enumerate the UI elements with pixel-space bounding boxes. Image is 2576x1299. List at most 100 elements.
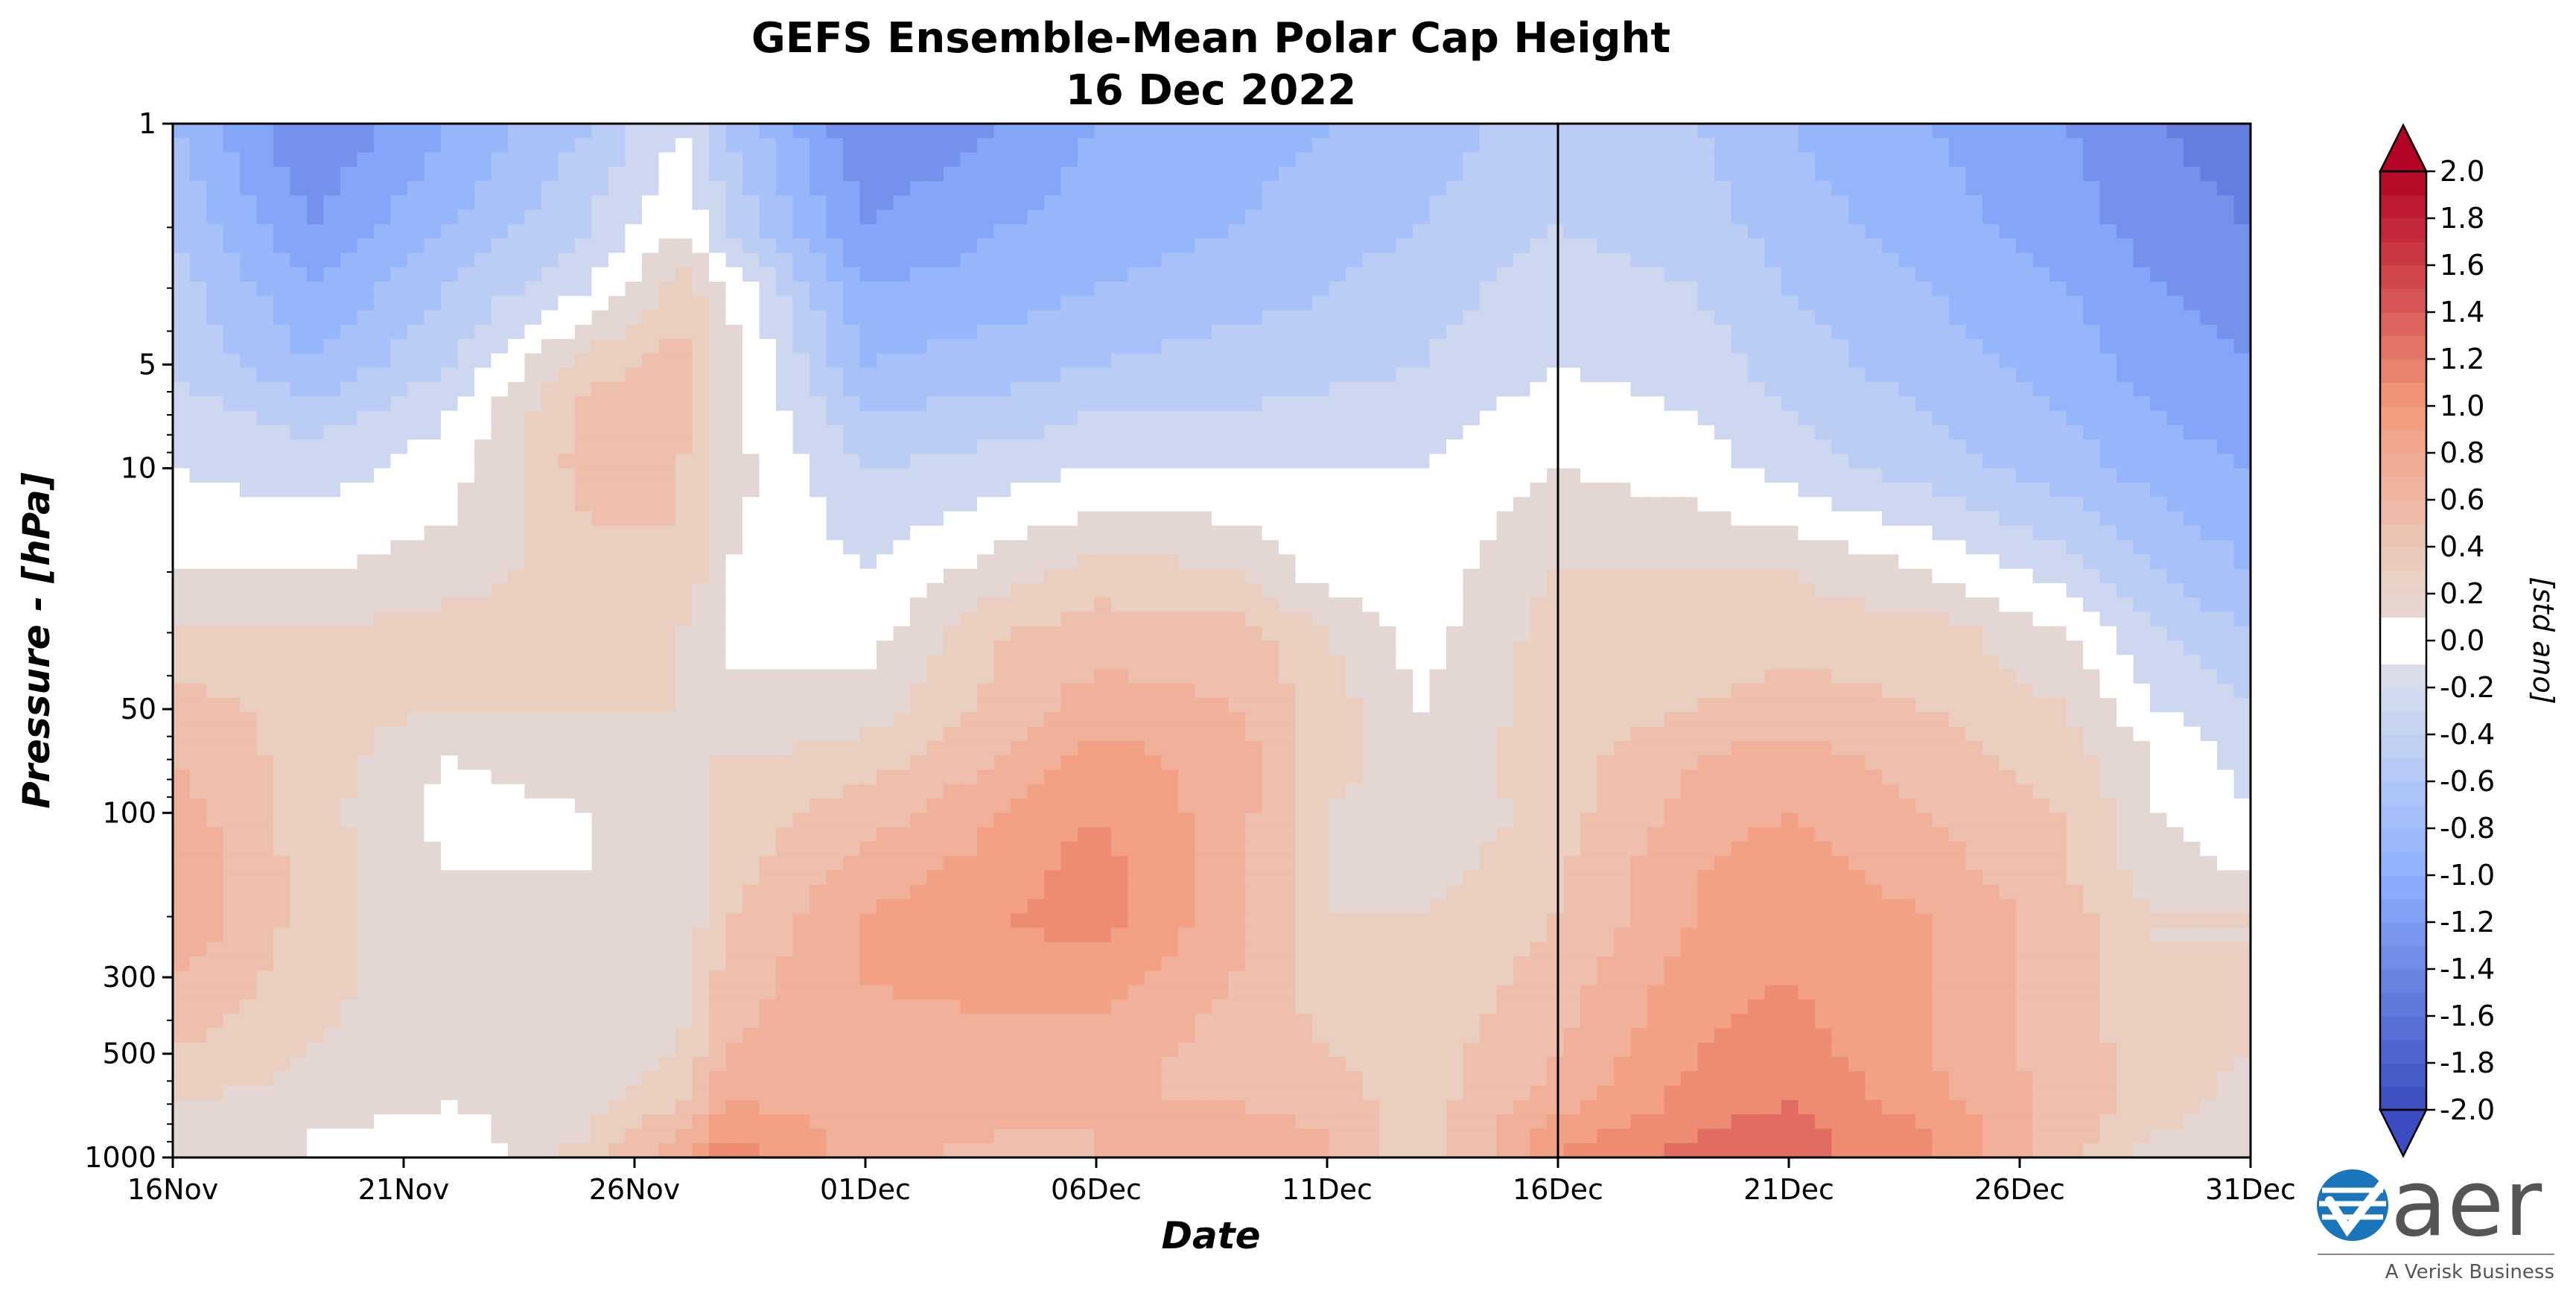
- heatmap-cell: [843, 683, 861, 699]
- heatmap-cell: [2150, 324, 2168, 340]
- heatmap-cell: [2099, 282, 2117, 297]
- heatmap-cell: [390, 641, 408, 656]
- heatmap-cell: [759, 282, 777, 297]
- heatmap-cell: [1161, 641, 1179, 656]
- heatmap-cell: [1647, 138, 1665, 153]
- heatmap-cell: [1898, 669, 1916, 685]
- heatmap-cell: [1714, 439, 1732, 455]
- heatmap-cell: [1379, 612, 1397, 627]
- heatmap-cell: [1078, 339, 1095, 355]
- heatmap-cell: [307, 568, 325, 584]
- heatmap-cell: [1898, 439, 1916, 455]
- heatmap-cell: [1563, 181, 1581, 197]
- heatmap-cell: [357, 669, 375, 685]
- heatmap-cell: [877, 540, 894, 556]
- heatmap-cell: [658, 310, 676, 325]
- heatmap-cell: [893, 669, 911, 685]
- heatmap-cell: [1731, 482, 1749, 498]
- heatmap-cell: [591, 209, 609, 225]
- heatmap-cell: [1145, 282, 1163, 297]
- heatmap-cell: [1831, 195, 1849, 211]
- heatmap-cell: [223, 525, 241, 541]
- heatmap-cell: [1630, 597, 1648, 613]
- heatmap-cell: [1480, 439, 1498, 455]
- heatmap-cell: [2032, 410, 2050, 426]
- heatmap-cell: [1848, 582, 1866, 598]
- heatmap-cell: [1865, 238, 1883, 254]
- heatmap-cell: [1396, 497, 1413, 512]
- heatmap-cell: [1630, 339, 1648, 355]
- heatmap-cell: [1362, 310, 1380, 325]
- heatmap-cell: [491, 195, 509, 211]
- heatmap-cell: [273, 482, 291, 498]
- heatmap-cell: [1614, 267, 1632, 282]
- heatmap-cell: [1865, 626, 1883, 641]
- heatmap-cell: [491, 698, 509, 714]
- heatmap-cell: [1731, 181, 1749, 197]
- heatmap-cell: [1597, 468, 1615, 483]
- heatmap-cell: [2117, 396, 2134, 412]
- heatmap-cell: [390, 612, 408, 627]
- heatmap-cell: [675, 253, 693, 268]
- heatmap-cell: [1463, 324, 1481, 340]
- heatmap-cell: [1279, 482, 1297, 498]
- heatmap-cell: [1748, 267, 1766, 282]
- heatmap-cell: [742, 439, 760, 455]
- heatmap-cell: [1496, 612, 1514, 627]
- heatmap-cell: [2184, 641, 2201, 656]
- heatmap-cell: [1178, 612, 1196, 627]
- heatmap-cell: [1128, 582, 1145, 598]
- heatmap-cell: [575, 439, 593, 455]
- heatmap-cell: [189, 410, 207, 426]
- heatmap-cell: [256, 238, 274, 254]
- heatmap-cell: [1681, 209, 1699, 225]
- heatmap-cell: [1982, 324, 2000, 340]
- heatmap-cell: [893, 138, 911, 153]
- heatmap-cell: [810, 626, 827, 641]
- heatmap-cell: [223, 253, 241, 268]
- heatmap-cell: [558, 669, 576, 685]
- heatmap-cell: [1831, 353, 1849, 369]
- heatmap-cell: [926, 525, 944, 541]
- heatmap-cell: [1513, 482, 1531, 498]
- heatmap-cell: [1312, 582, 1330, 598]
- heatmap-cell: [558, 410, 576, 426]
- heatmap-cell: [1815, 582, 1833, 598]
- heatmap-cell: [189, 554, 207, 570]
- heatmap-cell: [1898, 655, 1916, 670]
- heatmap-cell: [1396, 540, 1413, 556]
- heatmap-cell: [977, 425, 995, 440]
- heatmap-cell: [1714, 655, 1732, 670]
- heatmap-cell: [977, 525, 995, 541]
- heatmap-cell: [273, 353, 291, 369]
- heatmap-cell: [508, 267, 526, 282]
- heatmap-cell: [1145, 525, 1163, 541]
- heatmap-cell: [1429, 296, 1447, 311]
- heatmap-cell: [1597, 382, 1615, 398]
- heatmap-cell: [910, 310, 928, 325]
- heatmap-cell: [2184, 339, 2201, 355]
- heatmap-cell: [1932, 410, 1950, 426]
- heatmap-cell: [189, 683, 207, 699]
- heatmap-cell: [1848, 468, 1866, 483]
- heatmap-cell: [390, 223, 408, 240]
- heatmap-cell: [1848, 238, 1866, 254]
- heatmap-cell: [273, 425, 291, 440]
- heatmap-cell: [2032, 124, 2050, 139]
- heatmap-cell: [2066, 612, 2084, 627]
- heatmap-cell: [1831, 454, 1849, 469]
- heatmap-cell: [189, 166, 207, 182]
- heatmap-cell: [1547, 525, 1565, 541]
- heatmap-cell: [1312, 511, 1330, 527]
- heatmap-cell: [859, 166, 877, 182]
- heatmap-cell: [1949, 339, 1967, 355]
- heatmap-cell: [2049, 238, 2067, 254]
- heatmap-cell: [524, 253, 542, 268]
- heatmap-cell: [2166, 582, 2184, 598]
- heatmap-cell: [1630, 612, 1648, 627]
- heatmap-cell: [1547, 296, 1565, 311]
- heatmap-cell: [1831, 669, 1849, 685]
- heatmap-cell: [1664, 425, 1682, 440]
- heatmap-cell: [2184, 353, 2201, 369]
- heatmap-cell: [189, 310, 207, 325]
